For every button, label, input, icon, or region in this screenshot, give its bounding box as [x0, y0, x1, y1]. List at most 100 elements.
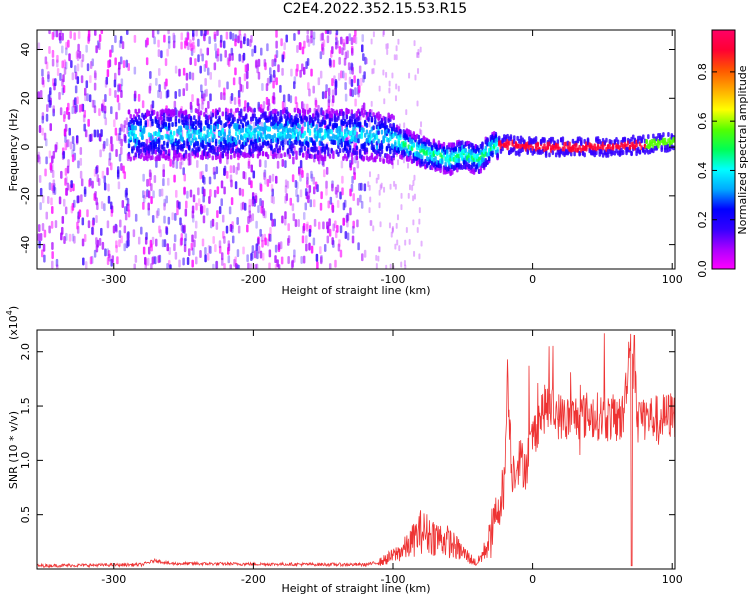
spectrogram-cell	[190, 43, 193, 52]
spectrogram-cell	[215, 221, 219, 230]
spectrogram-cell	[226, 81, 229, 90]
spectrogram-cell	[137, 236, 141, 245]
spectrogram-cell	[275, 175, 278, 184]
spectrogram-cell	[76, 49, 80, 58]
spectrogram-cell	[229, 165, 233, 174]
spectrogram-cell	[411, 184, 414, 191]
spectrogram-cell	[117, 181, 121, 190]
spectrogram-cell	[51, 260, 54, 269]
spectrogram-cell	[275, 143, 278, 149]
spectrogram-cell	[302, 255, 306, 264]
spectrogram-cell	[157, 123, 161, 129]
spectrogram-cell	[365, 129, 369, 135]
spectrogram-cell	[62, 198, 66, 207]
spectrogram-cell	[183, 143, 186, 149]
spectrogram-cell	[346, 50, 349, 59]
spectrogram-cell	[199, 126, 203, 132]
spectrogram-cell	[363, 132, 367, 138]
spectrogram-cell	[64, 142, 68, 151]
spectrogram-cell	[127, 109, 131, 115]
spectrogram-cell	[378, 246, 381, 253]
spectrogram-cell	[296, 118, 300, 124]
spectrogram-cell	[393, 180, 396, 187]
spectrogram-cell	[86, 209, 89, 218]
spectrogram-cell	[382, 31, 385, 38]
spectrogram-cell	[69, 30, 72, 39]
spectrogram-cell	[317, 221, 321, 230]
spectrogram-cell	[284, 185, 288, 194]
spectrogram-cell	[151, 118, 154, 124]
spectrogram-cell	[229, 154, 233, 160]
spectrogram-cell	[120, 90, 123, 99]
spectrogram-cell	[123, 225, 127, 234]
spectrogram-cell	[454, 146, 457, 152]
spectrogram-cell	[556, 139, 560, 145]
figure-title: C2E4.2022.352.15.53.R15	[282, 1, 468, 17]
spectrogram-cell	[204, 254, 207, 263]
spectrogram-cell	[116, 94, 120, 103]
spectrogram-cell	[156, 111, 159, 117]
spectrogram-cell	[231, 225, 234, 234]
spectrogram-cell	[45, 156, 48, 165]
spectrogram-cell	[386, 42, 389, 49]
spectrogram-cell	[391, 226, 394, 233]
spectrogram-cell	[103, 110, 107, 119]
spectrogram-cell	[385, 71, 388, 78]
spectrogram-cell	[65, 232, 68, 241]
spectrogram-cell	[363, 71, 366, 80]
spectrogram-cell	[305, 117, 308, 123]
spectrogram-cell	[261, 83, 264, 92]
spectrogram-cell	[446, 149, 449, 155]
spectrogram-cell	[51, 241, 54, 250]
spectrogram-cell	[301, 46, 305, 55]
spectrogram-cell	[268, 126, 271, 132]
spectrogram-cell	[377, 138, 380, 144]
spectrogram-cell	[300, 255, 303, 264]
spectrogram-cell	[140, 226, 143, 235]
spectrogram-heatmap	[37, 30, 675, 269]
spectrogram-cell	[89, 133, 92, 142]
spectrogram-cell	[48, 182, 52, 191]
spectrogram-cell	[214, 43, 217, 52]
spectrogram-cell	[251, 245, 255, 254]
spectrogram-cell	[394, 243, 397, 250]
spectrogram-cell	[245, 141, 248, 147]
spectrogram-cell	[93, 129, 97, 138]
spectrogram-cell	[114, 57, 117, 66]
spectrogram-cell	[201, 154, 204, 160]
spectrogram-cell	[307, 191, 311, 200]
spectrogram-cell	[93, 70, 97, 79]
spectrogram-cell	[339, 191, 342, 200]
spectrogram-cell	[368, 207, 371, 214]
spectrogram-cell	[49, 99, 52, 108]
spectrogram-cell	[199, 65, 202, 74]
spectrogram-cell	[291, 259, 294, 268]
spectrogram-cell	[275, 40, 278, 49]
spectrogram-cell	[336, 224, 339, 233]
spectrogram-cell	[56, 54, 59, 63]
spectrogram-cell	[64, 61, 68, 70]
spectrogram-cell	[337, 115, 340, 121]
spectrogram-cell	[239, 83, 242, 92]
spectrogram-cell	[117, 84, 120, 93]
spectrogram-cell	[43, 229, 47, 238]
spectrogram-cell	[236, 264, 239, 269]
snr-x-tick-label: -100	[381, 573, 406, 586]
spectrogram-cell	[389, 183, 392, 190]
spectrogram-cell	[80, 59, 84, 68]
spectrogram-cell	[221, 252, 224, 261]
spectrogram-cell	[263, 233, 267, 242]
spectrogram-cell	[332, 95, 335, 104]
spectrogram-cell	[71, 106, 74, 115]
spectrogram-cell	[372, 67, 375, 74]
spectrogram-cell	[98, 34, 102, 43]
spectrogram-cell	[84, 129, 88, 138]
spectrogram-cell	[41, 68, 44, 77]
spectrogram-cell	[400, 261, 403, 268]
spectrogram-cell	[52, 105, 55, 114]
spectrogram-cell	[322, 110, 325, 116]
spectrogram-cell	[38, 125, 42, 134]
spectrogram-cell	[371, 68, 374, 75]
spectrogram-cell	[250, 34, 253, 43]
